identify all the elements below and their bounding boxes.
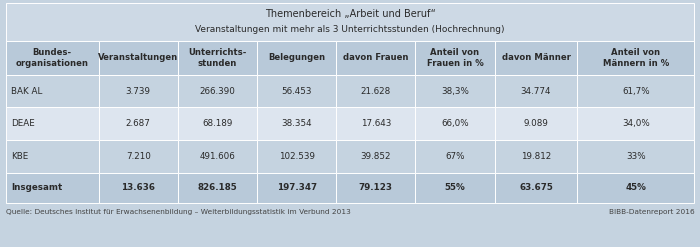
Text: 21.628: 21.628 (360, 86, 391, 96)
Text: BIBB-Datenreport 2016: BIBB-Datenreport 2016 (609, 209, 694, 215)
Bar (336, 75, 415, 107)
Text: Quelle: Deutsches Institut für Erwachsenenbildung – Weiterbildungsstatistik im V: Quelle: Deutsches Institut für Erwachsen… (6, 209, 351, 215)
Bar (578, 107, 694, 140)
Bar (415, 173, 495, 203)
Text: 34,0%: 34,0% (622, 119, 650, 128)
Bar (578, 140, 694, 173)
Text: 19.812: 19.812 (521, 152, 551, 161)
Bar (178, 107, 257, 140)
Bar (415, 107, 495, 140)
Text: 102.539: 102.539 (279, 152, 314, 161)
Text: 45%: 45% (625, 184, 646, 192)
Text: 39.852: 39.852 (360, 152, 391, 161)
Bar (415, 140, 495, 173)
Text: Veranstaltungen: Veranstaltungen (98, 53, 178, 62)
Bar (495, 173, 578, 203)
Bar (495, 41, 578, 75)
Text: KBE: KBE (11, 152, 29, 161)
Bar (578, 75, 694, 107)
Bar (336, 41, 415, 75)
Bar (99, 41, 178, 75)
Text: 266.390: 266.390 (199, 86, 235, 96)
Bar (257, 107, 336, 140)
Text: Themenbereich „Arbeit und Beruf“: Themenbereich „Arbeit und Beruf“ (265, 9, 435, 19)
Bar (178, 173, 257, 203)
Bar (6, 107, 99, 140)
Text: 67%: 67% (445, 152, 465, 161)
Text: Belegungen: Belegungen (268, 53, 326, 62)
Text: 66,0%: 66,0% (441, 119, 469, 128)
Bar (257, 173, 336, 203)
Text: Unterrichts-
stunden: Unterrichts- stunden (188, 48, 246, 68)
Text: Veranstaltungen mit mehr als 3 Unterrichtsstunden (Hochrechnung): Veranstaltungen mit mehr als 3 Unterrich… (195, 24, 505, 34)
Text: 79.123: 79.123 (359, 184, 393, 192)
Bar (495, 140, 578, 173)
Bar (6, 75, 99, 107)
Text: 491.606: 491.606 (199, 152, 235, 161)
Bar (178, 140, 257, 173)
Text: 2.687: 2.687 (126, 119, 150, 128)
Text: 33%: 33% (626, 152, 645, 161)
Bar (6, 41, 99, 75)
Bar (415, 41, 495, 75)
Bar (99, 107, 178, 140)
Bar (99, 75, 178, 107)
Bar (99, 140, 178, 173)
Bar (578, 41, 694, 75)
Text: 9.089: 9.089 (524, 119, 548, 128)
Bar (99, 173, 178, 203)
Text: 38,3%: 38,3% (441, 86, 469, 96)
Text: Bundes-
organisationen: Bundes- organisationen (15, 48, 89, 68)
Bar (6, 173, 99, 203)
Text: 826.185: 826.185 (197, 184, 237, 192)
Text: 38.354: 38.354 (281, 119, 312, 128)
Text: 55%: 55% (444, 184, 466, 192)
Text: 197.347: 197.347 (276, 184, 316, 192)
Text: davon Frauen: davon Frauen (343, 53, 409, 62)
Text: davon Männer: davon Männer (501, 53, 570, 62)
Text: BAK AL: BAK AL (11, 86, 43, 96)
Text: Anteil von
Männern in %: Anteil von Männern in % (603, 48, 669, 68)
Bar (336, 140, 415, 173)
Bar (178, 75, 257, 107)
Bar (336, 173, 415, 203)
Bar (578, 173, 694, 203)
Text: Insgesamt: Insgesamt (11, 184, 62, 192)
Bar (257, 41, 336, 75)
Text: 61,7%: 61,7% (622, 86, 650, 96)
Bar (257, 140, 336, 173)
Text: Anteil von
Frauen in %: Anteil von Frauen in % (427, 48, 484, 68)
Text: 3.739: 3.739 (126, 86, 150, 96)
Bar (336, 107, 415, 140)
Text: 56.453: 56.453 (281, 86, 312, 96)
Bar (6, 140, 99, 173)
Bar (495, 75, 578, 107)
Bar (495, 107, 578, 140)
Text: 13.636: 13.636 (121, 184, 155, 192)
Text: 63.675: 63.675 (519, 184, 553, 192)
Bar (178, 41, 257, 75)
Text: 34.774: 34.774 (521, 86, 551, 96)
Bar (415, 75, 495, 107)
Text: DEAE: DEAE (11, 119, 35, 128)
Bar (6, 3, 694, 41)
Text: 7.210: 7.210 (126, 152, 150, 161)
Text: 68.189: 68.189 (202, 119, 232, 128)
Bar (257, 75, 336, 107)
Text: 17.643: 17.643 (360, 119, 391, 128)
